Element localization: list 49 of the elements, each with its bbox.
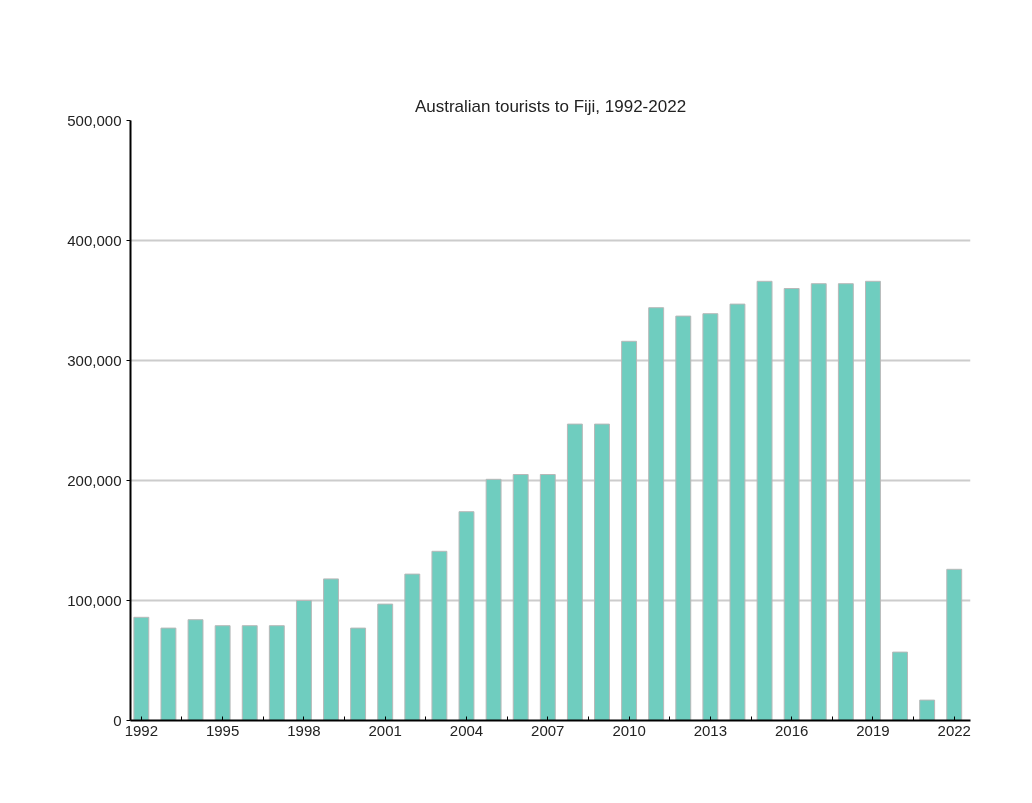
bar bbox=[377, 603, 394, 721]
bar bbox=[160, 627, 177, 721]
bar bbox=[783, 288, 800, 721]
bar bbox=[919, 699, 936, 721]
bar bbox=[837, 283, 854, 721]
bar bbox=[865, 280, 881, 721]
bar bbox=[485, 478, 502, 721]
bar bbox=[810, 283, 827, 721]
bar bbox=[350, 627, 367, 721]
y-tick-label: 400,000 bbox=[67, 231, 122, 249]
bar bbox=[756, 280, 773, 721]
x-tick-label: 1998 bbox=[287, 721, 321, 739]
x-tick-label: 1992 bbox=[124, 721, 159, 739]
bar bbox=[241, 625, 258, 721]
bar bbox=[729, 303, 746, 721]
bar bbox=[621, 340, 638, 721]
x-tick-label: 2019 bbox=[856, 721, 890, 739]
bar bbox=[431, 550, 448, 721]
bar bbox=[133, 616, 150, 721]
y-tick-label: 200,000 bbox=[67, 471, 122, 489]
chart-title: Australian tourists to Fiji, 1992-2022 bbox=[414, 96, 687, 116]
x-tick-label: 2016 bbox=[774, 721, 809, 739]
bar bbox=[946, 568, 963, 721]
bar bbox=[323, 578, 339, 721]
x-tick-label: 1995 bbox=[205, 721, 240, 739]
x-tick-label: 2007 bbox=[531, 721, 565, 739]
y-tick-label: 0 bbox=[113, 711, 122, 729]
bar bbox=[512, 474, 529, 721]
bar bbox=[566, 423, 583, 721]
x-tick-label: 2001 bbox=[368, 721, 402, 739]
x-tick-label: 2010 bbox=[612, 721, 646, 739]
y-tick-label: 500,000 bbox=[67, 111, 122, 129]
y-tick-label: 300,000 bbox=[67, 351, 122, 369]
bar bbox=[702, 313, 719, 721]
x-tick-label: 2013 bbox=[693, 721, 728, 739]
x-tick-label: 2022 bbox=[937, 721, 971, 739]
bar bbox=[594, 423, 610, 721]
bar bbox=[214, 625, 231, 721]
bar bbox=[648, 307, 665, 721]
bar bbox=[187, 619, 204, 721]
x-tick-label: 2004 bbox=[449, 721, 484, 739]
bar bbox=[458, 511, 475, 721]
bar bbox=[268, 625, 285, 721]
bar bbox=[675, 315, 692, 721]
bar bbox=[892, 651, 908, 721]
bar bbox=[539, 474, 556, 721]
bar bbox=[295, 600, 312, 721]
y-tick-label: 100,000 bbox=[67, 591, 122, 609]
bar bbox=[404, 573, 421, 721]
